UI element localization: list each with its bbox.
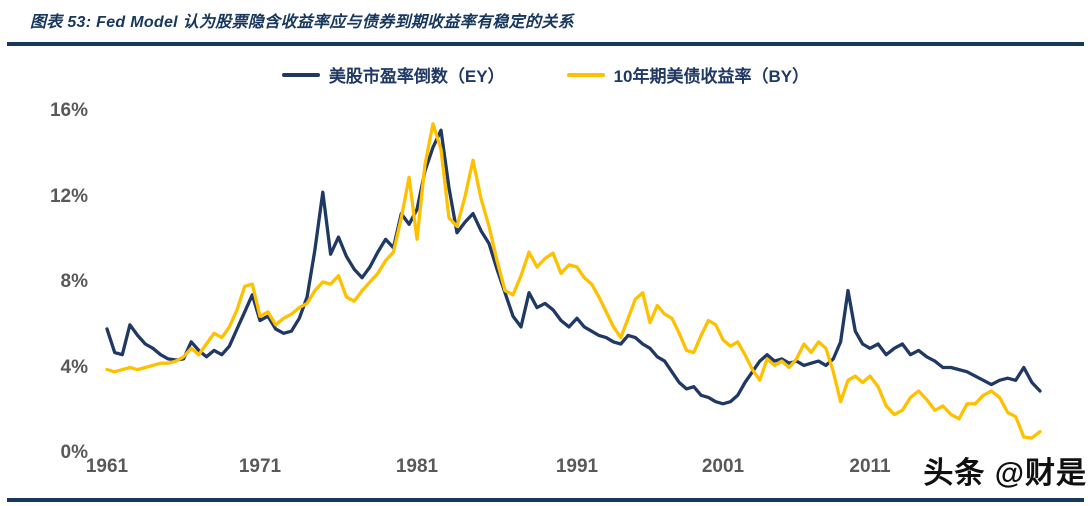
y-axis-tick-8: 8% bbox=[60, 271, 88, 292]
x-axis-tick-2001: 2001 bbox=[701, 456, 745, 477]
title-underline-rule bbox=[7, 42, 1084, 46]
by-line-series bbox=[105, 122, 1042, 440]
legend-label-by: 10年期美债收益率（BY） bbox=[613, 67, 810, 86]
ey-line-series bbox=[105, 128, 1042, 406]
watermark: 头条 @财是 bbox=[923, 457, 1087, 490]
legend-label-ey: 美股市盈率倒数（EY） bbox=[328, 67, 505, 86]
y-axis-tick-16: 16% bbox=[49, 100, 88, 121]
y-axis-tick-4: 4% bbox=[60, 357, 88, 378]
legend-item-ey: 美股市盈率倒数（EY） bbox=[281, 62, 505, 87]
chart-title: 图表 53: Fed Model 认为股票隐含收益率应与债券到期收益率有稳定的关… bbox=[30, 14, 574, 31]
x-axis-tick-1981: 1981 bbox=[395, 456, 439, 477]
x-axis-tick-1971: 1971 bbox=[238, 456, 282, 477]
chart-legend: 美股市盈率倒数（EY） 10年期美债收益率（BY） bbox=[0, 62, 1091, 87]
y-axis-tick-12: 12% bbox=[49, 186, 88, 207]
by-line-swatch-icon bbox=[566, 72, 605, 77]
x-axis-tick-1961: 1961 bbox=[85, 456, 129, 477]
x-axis-tick-1991: 1991 bbox=[555, 456, 599, 477]
bottom-border-rule bbox=[7, 498, 1084, 502]
ey-line-swatch-icon bbox=[281, 72, 320, 77]
legend-item-by: 10年期美债收益率（BY） bbox=[566, 62, 810, 87]
y-axis-tick-0: 0% bbox=[60, 442, 88, 463]
x-axis-tick-2011: 2011 bbox=[849, 456, 891, 477]
